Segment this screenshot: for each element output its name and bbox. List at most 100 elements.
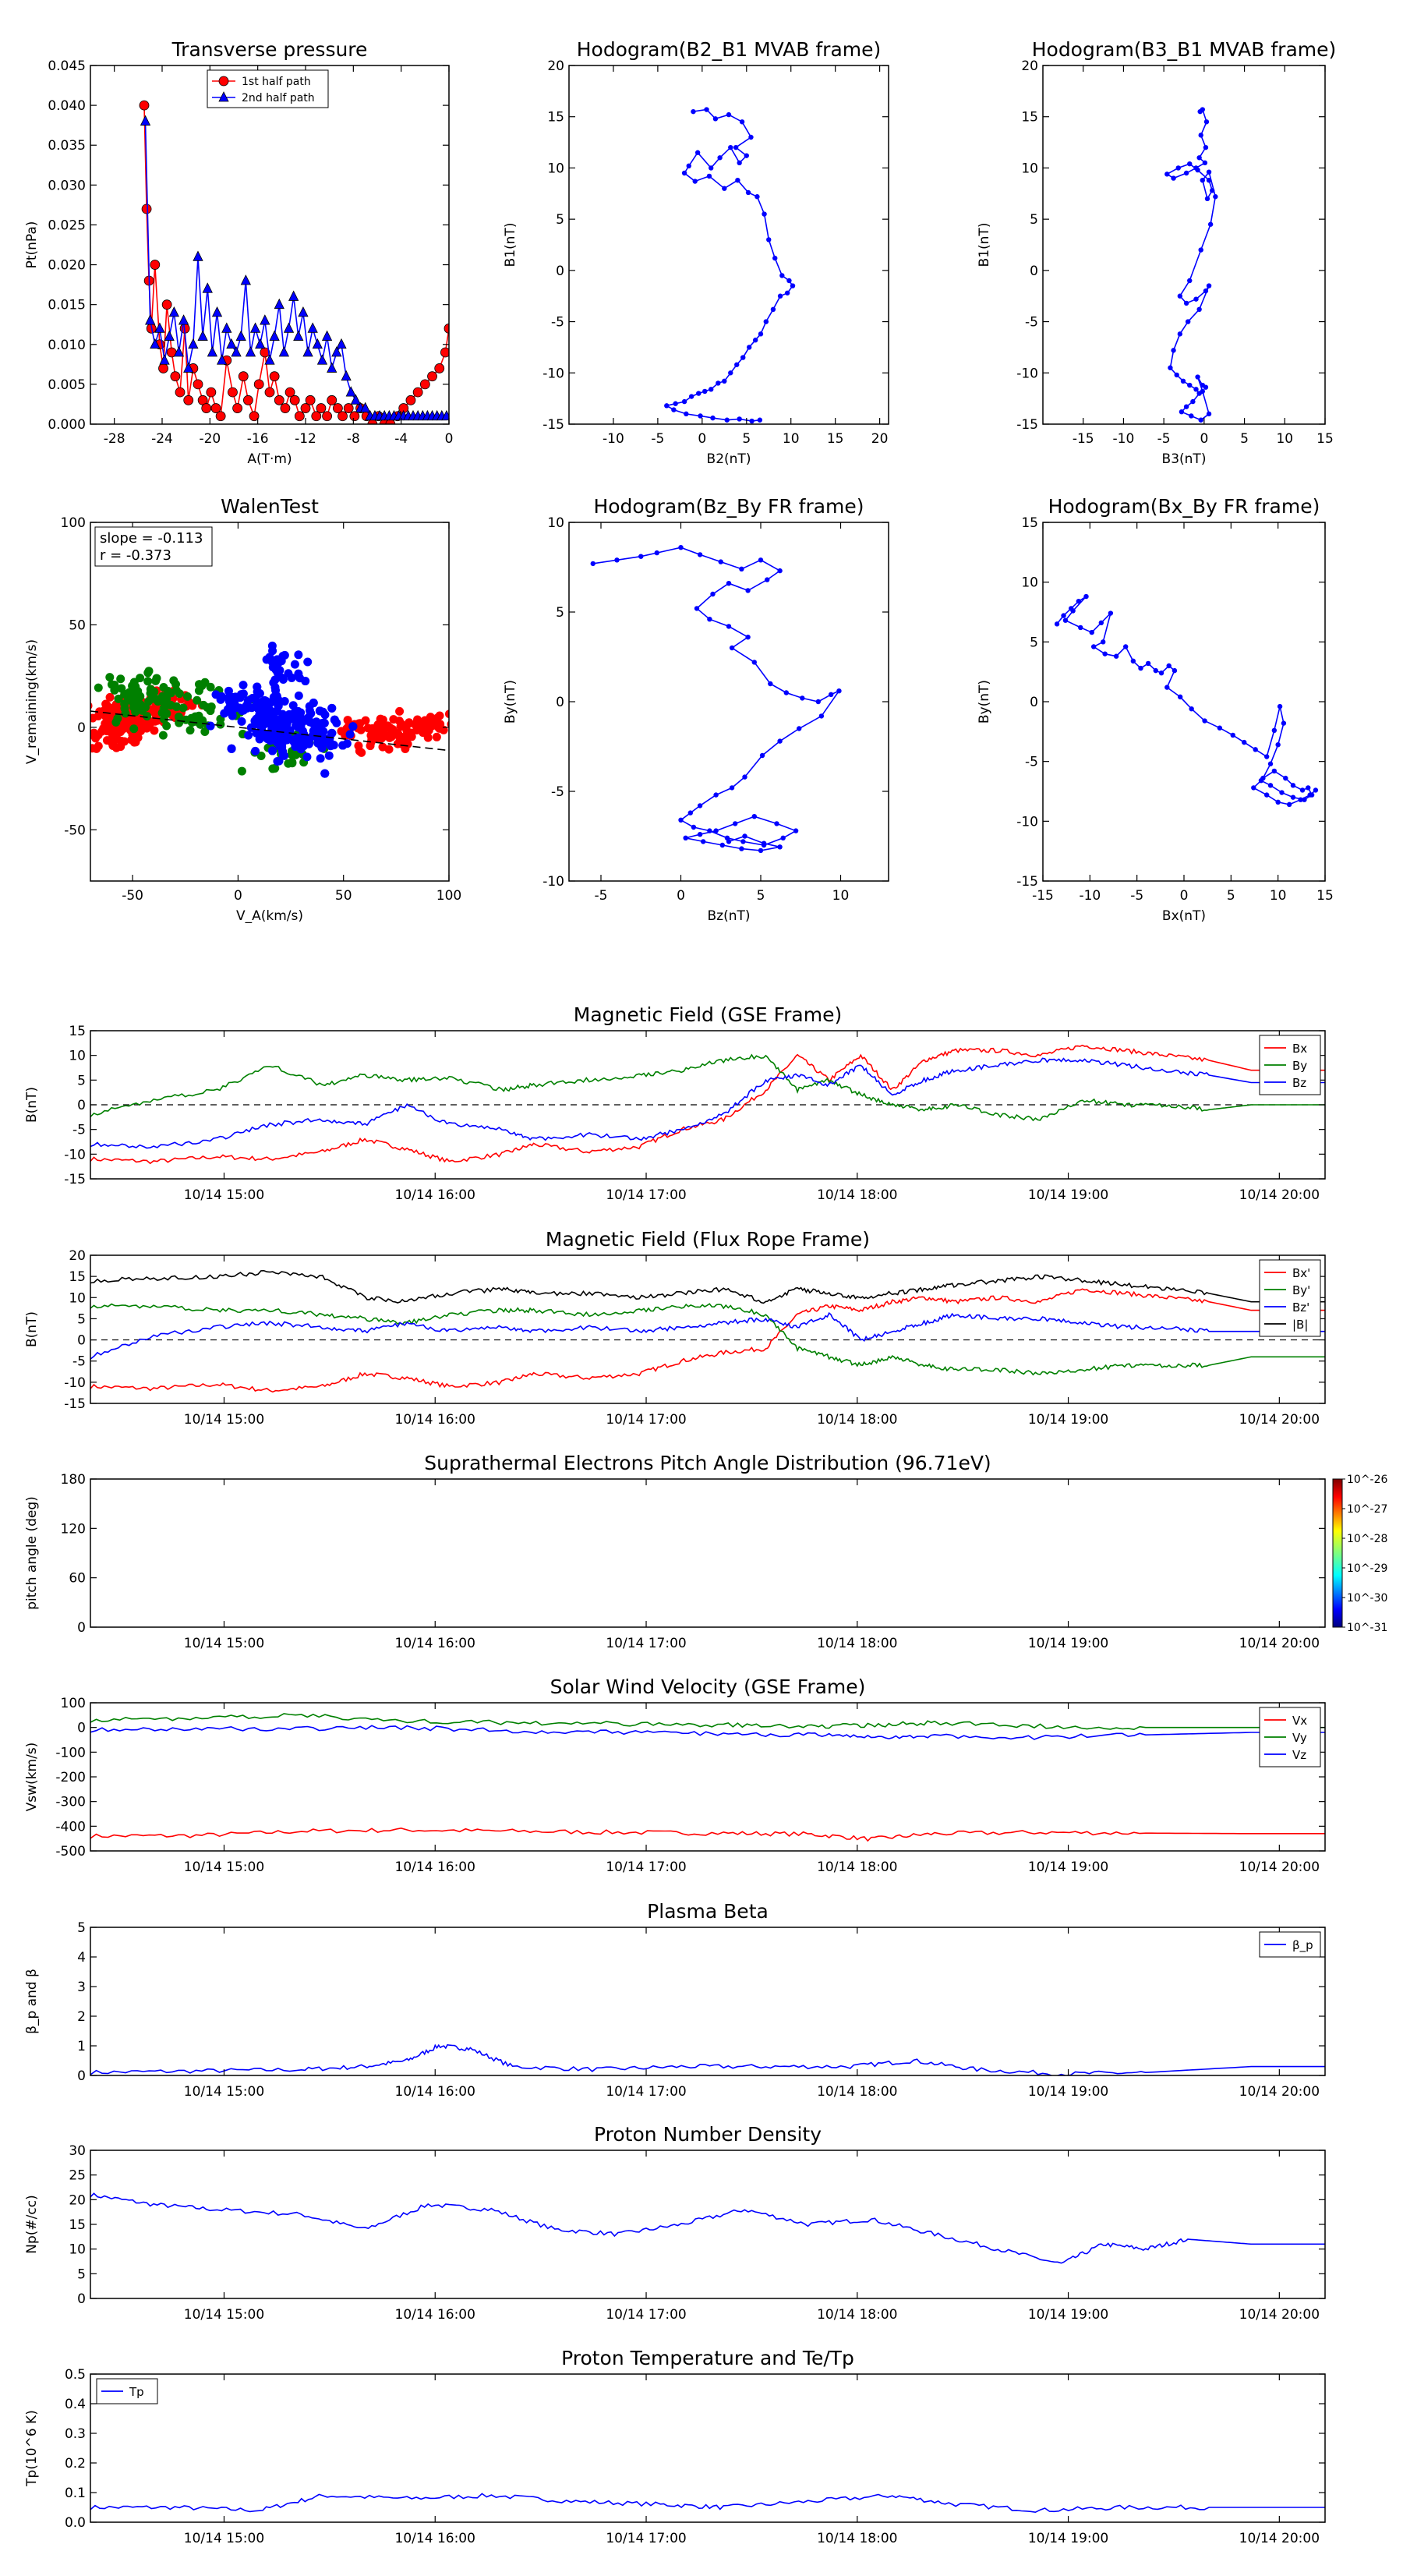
pad-xtick-label: 10/14 19:00 [1028, 1636, 1108, 1651]
walen-point [396, 722, 405, 731]
h4-series-0-point [1299, 787, 1306, 793]
walen-point [291, 750, 300, 759]
tp-xtick-label: -8 [347, 431, 360, 447]
h4-series-0-point [1122, 644, 1129, 649]
walen-point [101, 699, 111, 709]
h2-ytick-label: 5 [1030, 212, 1038, 228]
tp-series-1-point [316, 354, 328, 365]
h4-ytick-label: -10 [1016, 814, 1038, 830]
h4-series-0-point [1166, 663, 1172, 669]
vsw-series-0-line [90, 1827, 1325, 1842]
tp-ytick-label: 0.000 [48, 417, 86, 433]
vsw-xtick-label: 10/14 17:00 [606, 1859, 686, 1875]
walen-point [223, 705, 232, 714]
h1-xtick-label: 20 [871, 431, 889, 447]
h4-series-0-point [1302, 797, 1307, 802]
beta-xtick-label: 10/14 20:00 [1239, 2084, 1320, 2100]
walen-point [299, 741, 309, 751]
walen-point [206, 682, 215, 692]
tp-series-1-point [278, 346, 290, 357]
pad-frame [90, 1478, 1326, 1628]
h1-series-0-point [752, 338, 758, 343]
walen-point [237, 766, 246, 776]
walen-point [278, 738, 288, 747]
walen-point [159, 703, 168, 713]
tp2-legend-label: Tp [129, 2385, 144, 2399]
np-xtick-label: 10/14 20:00 [1239, 2307, 1320, 2323]
h1-series-0-point [673, 401, 678, 406]
np-xtick-label: 10/14 17:00 [606, 2307, 686, 2323]
h1-series-0-point [716, 380, 721, 386]
tp-series-0-point [427, 371, 437, 382]
tp-legend-marker [218, 76, 229, 87]
tp-series-0-point [405, 395, 416, 405]
walen-point [267, 734, 276, 744]
tp-series-1-point [249, 322, 261, 333]
h2-series-0-point [1198, 417, 1203, 423]
tp-series-1-point [274, 298, 284, 310]
h2-series-0-point [1175, 165, 1181, 171]
beta-ytick-label: 0 [77, 2068, 86, 2084]
h4-series-0-point [1153, 667, 1159, 674]
h4-series-0-point [1078, 625, 1083, 631]
tp-ytick-label: 0.025 [48, 218, 86, 233]
beta-legend: β_p [1259, 1931, 1321, 1958]
walen-point [252, 717, 261, 726]
h2-series-0-point [1203, 119, 1210, 125]
h3-plot-area [590, 545, 842, 854]
vsw-xtick-label: 10/14 20:00 [1239, 1859, 1320, 1875]
walen-point [90, 728, 99, 738]
tp2-ytick-label: 0.1 [65, 2486, 86, 2501]
tp-series-0-point [300, 403, 311, 413]
h1-xtick-label: -5 [651, 431, 664, 447]
tp-series-1-point [360, 402, 371, 412]
vsw-panel: Solar Wind Velocity (GSE Frame) 10/14 15:… [24, 1675, 1326, 1875]
walen-point [429, 718, 438, 727]
mag_fr-ytick-label: 0 [77, 1333, 86, 1349]
h3-series-0-point [719, 842, 725, 848]
walen-point [159, 714, 168, 724]
np-panel: Proton Number Density 10/14 15:00 10/14 16… [24, 2123, 1326, 2323]
h3-series-0-point [758, 847, 764, 854]
vsw-ytick-label: -100 [55, 1745, 86, 1760]
h1-series-0-point [745, 189, 751, 196]
tp-series-0-point [249, 411, 260, 422]
mag_fr-ytick-label: 10 [69, 1290, 86, 1306]
np-ytick-label: 30 [69, 2143, 86, 2159]
h1-series-0-point [728, 144, 733, 150]
h1-ytick-label: 5 [556, 212, 564, 228]
h4-series-0-point [1281, 720, 1287, 726]
h4-series-0-point [1145, 660, 1151, 667]
h1-series-0-point [737, 416, 742, 422]
walen-point [309, 699, 318, 708]
h2-series-0-point [1164, 172, 1170, 177]
tp2-ylabel: Tp(10^6 K) [24, 2410, 40, 2487]
beta-ytick-label: 2 [77, 2009, 86, 2025]
walen-point [159, 682, 168, 692]
h2-series-0-point [1183, 300, 1189, 306]
tp-series-0-point [343, 403, 354, 413]
h2-ytick-label: -15 [1016, 417, 1038, 433]
mag_gse-legend: Bx By Bz [1259, 1035, 1321, 1095]
h2-series-0-point [1177, 293, 1183, 299]
h2-xtick-label: 5 [1240, 431, 1249, 447]
tp-series-0-point [201, 403, 212, 413]
h4-ytick-label: -15 [1016, 874, 1038, 890]
mag_gse-ytick-label: 10 [69, 1049, 86, 1064]
h2-series-0-point [1185, 319, 1191, 324]
vsw-ytick-label: 0 [77, 1721, 86, 1736]
h3-series-0-point [726, 839, 732, 844]
tp-series-1-point [260, 314, 270, 325]
tp-legend: 1st half path 2nd half path [207, 69, 329, 108]
h3-series-0-point [774, 821, 779, 826]
tp-series-1-point [298, 306, 309, 317]
h2-series-0-point [1179, 409, 1185, 415]
mag_fr-frame [90, 1254, 1326, 1404]
h1-series-0-point [784, 290, 790, 295]
h3-series-0-point [729, 785, 735, 791]
h3-series-0-point [777, 568, 783, 574]
h2-series-0-point [1196, 155, 1202, 161]
h1-series-0-point [709, 387, 714, 392]
h3-series-0-point [751, 660, 757, 665]
h3-series-0-point [697, 552, 703, 557]
